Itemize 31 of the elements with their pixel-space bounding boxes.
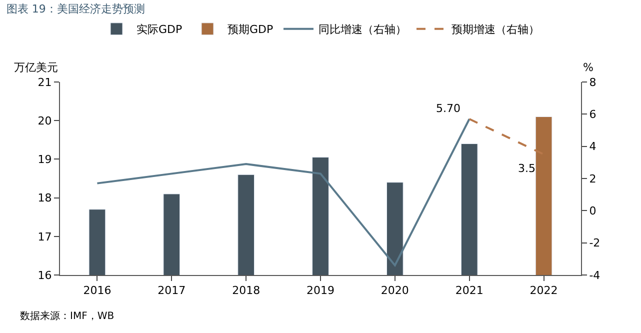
y-tick-label: 17 <box>38 230 52 244</box>
line-series <box>96 118 470 266</box>
chart-title: 图表 19：美国经济走势预测 <box>6 2 145 16</box>
x-tick-label: 2019 <box>306 284 334 298</box>
y-tick-label: 19 <box>38 153 52 166</box>
y2-axis-title: % <box>583 61 594 74</box>
data-label: 3.5 <box>518 162 536 175</box>
legend-label: 预期GDP <box>227 23 274 36</box>
y-axis-title: 万亿美元 <box>14 61 58 74</box>
x-tick-label: 2020 <box>380 284 409 298</box>
y-tick-label: 18 <box>38 192 52 205</box>
y-tick-label: 20 <box>38 114 52 128</box>
y2-tick-label: 2 <box>589 172 596 186</box>
y-tick-label: 16 <box>38 268 52 282</box>
y2-tick-label: -4 <box>589 268 600 282</box>
legend-label: 预期增速（右轴） <box>451 23 540 36</box>
y2-tick-label: 4 <box>589 140 596 154</box>
x-tick-label: 2018 <box>232 284 260 298</box>
x-tick-label: 2017 <box>158 284 186 298</box>
legend-label: 实际GDP <box>136 23 182 36</box>
x-tick-label: 2022 <box>530 284 558 298</box>
y-tick-label: 21 <box>38 76 52 89</box>
x-tick-label: 2021 <box>455 284 484 298</box>
source-note: 数据来源：IMF，WB <box>20 310 114 322</box>
legend-label: 同比增速（右轴） <box>318 23 406 36</box>
y2-tick-label: -2 <box>589 236 600 250</box>
data-label: 5.70 <box>436 102 460 115</box>
x-tick-label: 2016 <box>83 284 112 298</box>
y2-tick-label: 0 <box>589 204 596 218</box>
y2-tick-label: 8 <box>589 76 596 89</box>
y2-tick-label: 6 <box>589 108 596 122</box>
